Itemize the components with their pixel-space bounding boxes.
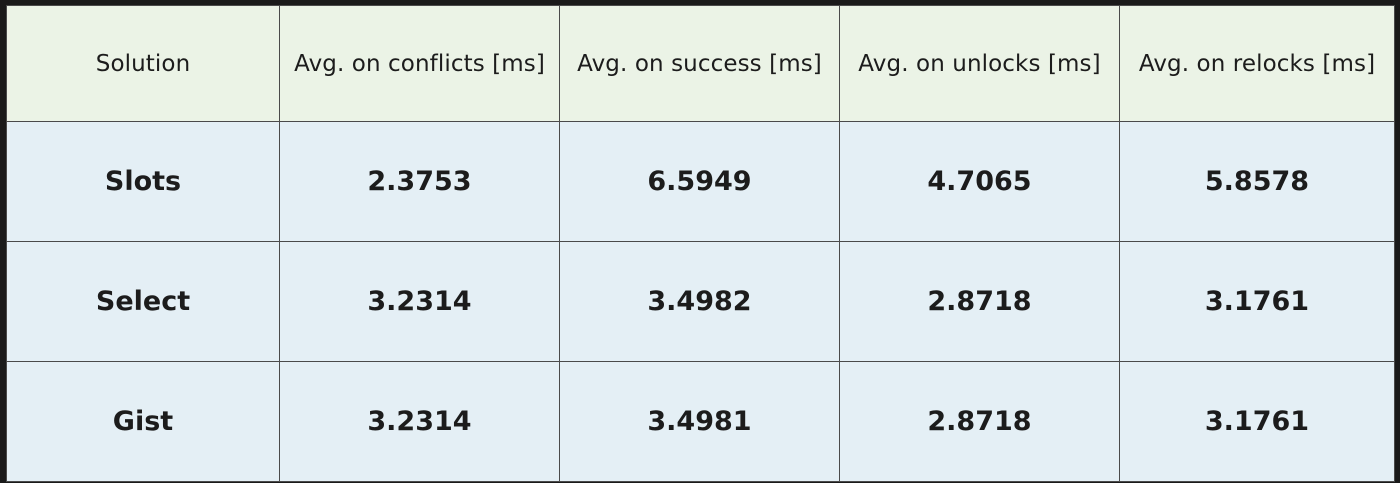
- conflicts-cell: 3.2314: [279, 361, 560, 482]
- conflicts-cell: 3.2314: [279, 241, 560, 362]
- relocks-cell: 3.1761: [1119, 361, 1395, 482]
- success-cell: 6.5949: [559, 121, 840, 242]
- solution-cell: Select: [6, 241, 280, 362]
- column-header-unlocks: Avg. on unlocks [ms]: [839, 5, 1120, 122]
- success-cell: 3.4981: [559, 361, 840, 482]
- solution-cell: Gist: [6, 361, 280, 482]
- column-header-solution: Solution: [6, 5, 280, 122]
- conflicts-cell: 2.3753: [279, 121, 560, 242]
- table-header: Solution Avg. on conflicts [ms] Avg. on …: [6, 5, 1395, 122]
- solution-cell: Slots: [6, 121, 280, 242]
- header-row: Solution Avg. on conflicts [ms] Avg. on …: [6, 5, 1395, 122]
- column-header-relocks: Avg. on relocks [ms]: [1119, 5, 1395, 122]
- results-table: Solution Avg. on conflicts [ms] Avg. on …: [6, 5, 1395, 482]
- unlocks-cell: 4.7065: [839, 121, 1120, 242]
- table-body: Slots 2.3753 6.5949 4.7065 5.8578 Select…: [6, 121, 1395, 482]
- column-header-success: Avg. on success [ms]: [559, 5, 840, 122]
- success-cell: 3.4982: [559, 241, 840, 362]
- table-row-slots: Slots 2.3753 6.5949 4.7065 5.8578: [6, 121, 1395, 242]
- unlocks-cell: 2.8718: [839, 241, 1120, 362]
- unlocks-cell: 2.8718: [839, 361, 1120, 482]
- relocks-cell: 3.1761: [1119, 241, 1395, 362]
- column-header-conflicts: Avg. on conflicts [ms]: [279, 5, 560, 122]
- table-row-gist: Gist 3.2314 3.4981 2.8718 3.1761: [6, 361, 1395, 482]
- relocks-cell: 5.8578: [1119, 121, 1395, 242]
- table-row-select: Select 3.2314 3.4982 2.8718 3.1761: [6, 241, 1395, 362]
